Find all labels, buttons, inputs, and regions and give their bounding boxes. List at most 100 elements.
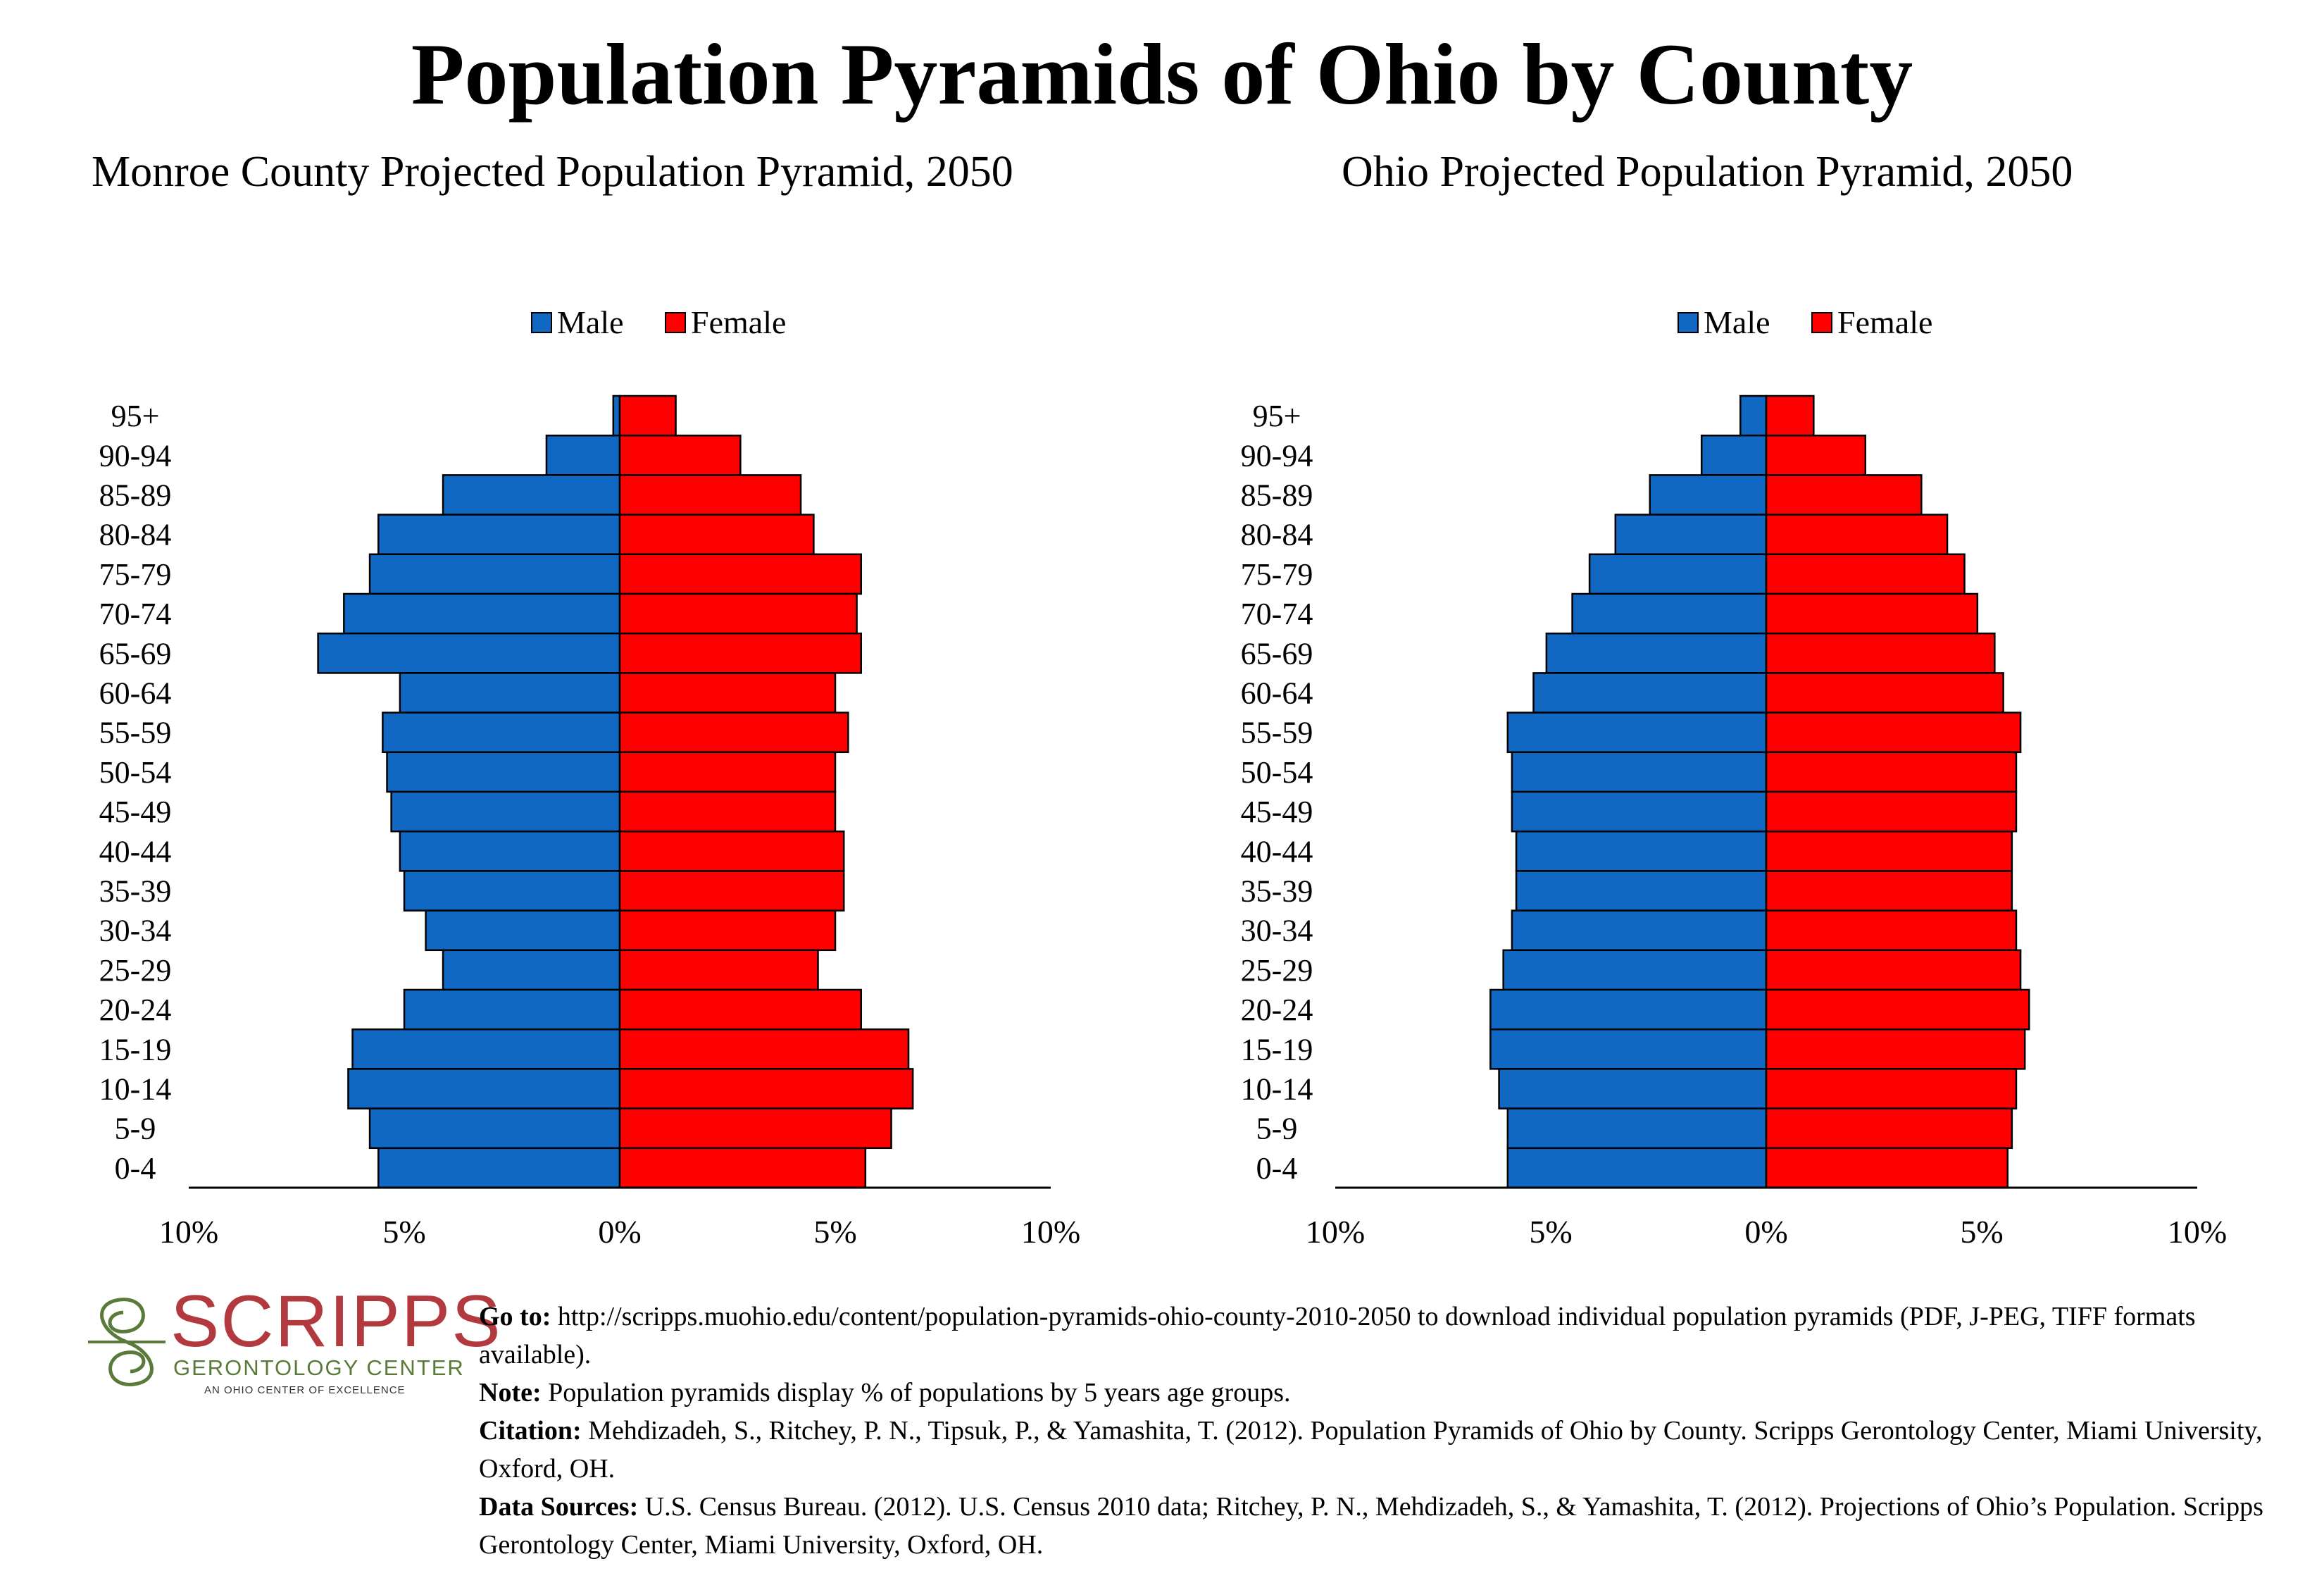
ohio-chart-title: Ohio Projected Population Pyramid, 2050 [1342, 148, 2073, 196]
ohio-bar-male-25-29 [1502, 949, 1768, 991]
monroe-bar-female-55-59 [618, 711, 849, 754]
monroe-bar-male-35-39 [403, 870, 621, 912]
logo-subtitle: GERONTOLOGY CENTER [173, 1355, 465, 1380]
ohio-age-label: 80-84 [1241, 518, 1313, 552]
page-title: Population Pyramids of Ohio by County [411, 26, 1913, 123]
goto-text: http://scripps.muohio.edu/content/popula… [479, 1302, 2196, 1369]
citation-text: Mehdizadeh, S., Ritchey, P. N., Tipsuk, … [479, 1416, 2263, 1484]
ohio-age-label: 50-54 [1241, 755, 1313, 790]
ohio-bar-female-0-4 [1765, 1147, 2008, 1189]
note-text: Population pyramids display % of populat… [541, 1378, 1291, 1407]
ohio-age-label: 15-19 [1241, 1032, 1313, 1067]
ohio-bar-female-5-9 [1765, 1107, 2013, 1150]
monroe-bar-female-15-19 [618, 1028, 910, 1070]
monroe-age-label: 85-89 [99, 478, 172, 513]
ohio-bar-female-60-64 [1765, 672, 2004, 714]
monroe-bar-female-70-74 [618, 592, 858, 635]
ohio-x-tick-label: 10% [1306, 1214, 1365, 1250]
monroe-bar-male-75-79 [368, 553, 621, 595]
ohio-bar-female-85-89 [1765, 474, 1923, 516]
ohio-age-label: 95+ [1253, 399, 1301, 433]
ohio-x-tick-label: 0% [1744, 1214, 1787, 1250]
ohio-bar-female-70-74 [1765, 592, 1979, 635]
ohio-bar-male-75-79 [1588, 553, 1768, 595]
ohio-age-label: 0-4 [1256, 1151, 1298, 1186]
monroe-bar-male-5-9 [368, 1107, 621, 1150]
monroe-bar-male-15-19 [351, 1028, 621, 1070]
monroe-chart-title: Monroe County Projected Population Pyram… [92, 148, 1013, 196]
monroe-bar-female-75-79 [618, 553, 862, 595]
ohio-bar-female-35-39 [1765, 870, 2013, 912]
ohio-age-label: 35-39 [1241, 874, 1313, 909]
monroe-age-label: 10-14 [99, 1072, 172, 1107]
monroe-age-label: 35-39 [99, 874, 172, 909]
ohio-bar-female-95+ [1765, 394, 1815, 437]
ohio-age-label: 65-69 [1241, 636, 1313, 671]
monroe-x-tick-label: 5% [813, 1214, 856, 1250]
monroe-age-label: 75-79 [99, 557, 172, 592]
monroe-bar-male-30-34 [425, 909, 621, 952]
ohio-age-label: 10-14 [1241, 1072, 1313, 1107]
monroe-bar-female-95+ [618, 394, 677, 437]
logo-tagline: AN OHIO CENTER OF EXCELLENCE [204, 1384, 406, 1396]
ohio-bar-male-0-4 [1506, 1147, 1768, 1189]
ohio-bar-male-5-9 [1506, 1107, 1768, 1150]
ohio-age-label: 5-9 [1256, 1112, 1298, 1146]
ohio-age-label: 55-59 [1241, 716, 1313, 750]
monroe-age-label: 95+ [111, 399, 160, 433]
monroe-bar-female-5-9 [618, 1107, 892, 1150]
citation-line: Citation: Mehdizadeh, S., Ritchey, P. N.… [479, 1412, 2310, 1488]
note-line: Note: Population pyramids display % of p… [479, 1374, 2310, 1412]
monroe-bar-female-25-29 [618, 949, 819, 991]
ohio-bar-male-20-24 [1489, 988, 1768, 1031]
monroe-bar-female-85-89 [618, 474, 802, 516]
ohio-bar-female-30-34 [1765, 909, 2018, 952]
monroe-age-label: 80-84 [99, 518, 172, 552]
monroe-bar-male-0-4 [377, 1147, 621, 1189]
ohio-bar-female-15-19 [1765, 1028, 2026, 1070]
monroe-bar-male-25-29 [442, 949, 621, 991]
goto-line: Go to: http://scripps.muohio.edu/content… [479, 1298, 2310, 1374]
ohio-age-label: 90-94 [1241, 438, 1313, 473]
scripps-swirl-icon [88, 1298, 165, 1386]
monroe-bar-male-10-14 [347, 1068, 621, 1110]
ohio-legend-female-label: Female [1837, 304, 1932, 340]
ohio-bar-male-50-54 [1511, 751, 1768, 793]
ohio-x-tick-label: 5% [1960, 1214, 2003, 1250]
monroe-age-label: 0-4 [115, 1151, 156, 1186]
monroe-legend-female-label: Female [691, 304, 786, 340]
ohio-bar-male-70-74 [1571, 592, 1768, 635]
scripps-logo: SCRIPPS GERONTOLOGY CENTER AN OHIO CENTE… [85, 1285, 501, 1402]
ohio-age-label: 30-34 [1241, 914, 1313, 948]
ohio-bar-female-90-94 [1765, 434, 1867, 476]
sources-label: Data Sources: [479, 1492, 639, 1522]
sources-text: U.S. Census Bureau. (2012). U.S. Census … [479, 1492, 2263, 1560]
monroe-bar-female-80-84 [618, 514, 815, 556]
ohio-bar-male-65-69 [1545, 632, 1768, 674]
ohio-age-label: 45-49 [1241, 795, 1313, 829]
monroe-age-label: 45-49 [99, 795, 172, 829]
ohio-bar-female-50-54 [1765, 751, 2018, 793]
ohio-bar-male-10-14 [1498, 1068, 1768, 1110]
monroe-age-label: 40-44 [99, 834, 172, 869]
monroe-age-label: 50-54 [99, 755, 172, 790]
ohio-bar-female-10-14 [1765, 1068, 2018, 1110]
ohio-bar-female-55-59 [1765, 711, 2022, 754]
monroe-x-tick-label: 10% [1021, 1214, 1080, 1250]
monroe-age-label: 55-59 [99, 716, 172, 750]
monroe-bar-female-35-39 [618, 870, 845, 912]
monroe-bar-female-90-94 [618, 434, 742, 476]
monroe-pyramid-chart: Male Female 95+ 90-94 85-89 80-84 75-79 70-74 65… [99, 304, 1080, 1250]
ohio-bar-female-80-84 [1765, 514, 1949, 556]
monroe-age-label: 65-69 [99, 636, 172, 671]
ohio-bar-male-35-39 [1515, 870, 1768, 912]
ohio-bar-female-40-44 [1765, 830, 2013, 872]
ohio-bar-female-45-49 [1765, 790, 2018, 833]
ohio-bar-male-90-94 [1700, 434, 1768, 476]
ohio-bar-male-55-59 [1506, 711, 1768, 754]
footer-notes: Go to: http://scripps.muohio.edu/content… [479, 1298, 2310, 1564]
monroe-bar-female-45-49 [618, 790, 837, 833]
ohio-age-label: 85-89 [1241, 478, 1313, 513]
monroe-bar-male-40-44 [399, 830, 621, 872]
monroe-bar-male-45-49 [390, 790, 621, 833]
